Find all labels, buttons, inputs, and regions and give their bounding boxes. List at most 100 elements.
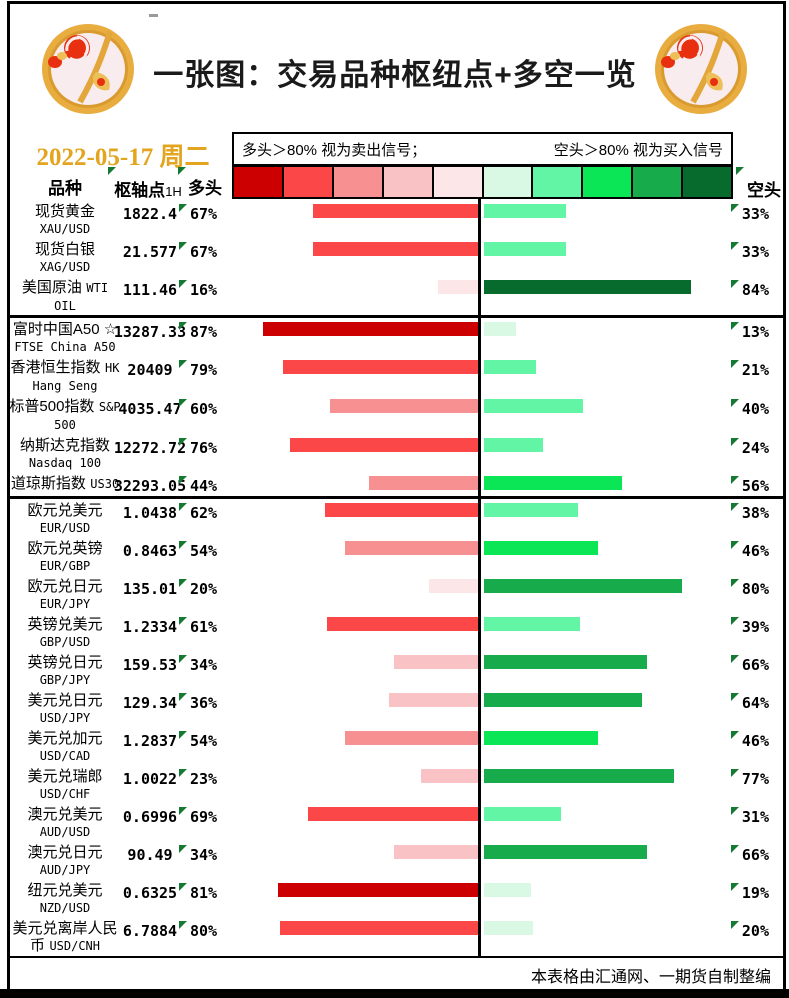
long-percent-cell: 20% — [179, 575, 231, 613]
corner-marker-icon — [730, 579, 739, 587]
short-bar — [484, 541, 598, 555]
long-bar — [369, 476, 478, 490]
corner-marker-icon — [736, 167, 744, 175]
short-bar-track — [481, 613, 731, 651]
table-row: 标普500指数 S&P 500 4035.47 60% 40% — [9, 395, 783, 434]
corner-marker-icon — [730, 617, 739, 625]
long-bar — [394, 655, 478, 669]
short-percent-cell: 19% — [730, 879, 783, 917]
corner-marker-icon — [730, 280, 739, 288]
long-percent: 60% — [190, 400, 218, 418]
instrument-name: 道琼斯指数 — [10, 475, 86, 492]
instrument-code: USD/CNH — [49, 939, 101, 953]
short-bar — [484, 693, 642, 707]
instrument-code: AUD/USD — [39, 825, 91, 839]
instrument-name: 香港恒生指数 — [10, 359, 101, 376]
long-percent-cell: 60% — [179, 395, 231, 434]
long-percent-cell: 67% — [179, 238, 231, 276]
scale-swatch — [431, 167, 482, 197]
long-percent-cell: 44% — [179, 472, 231, 496]
corner-marker-icon — [179, 617, 187, 625]
short-percent: 40% — [741, 400, 769, 418]
corner-marker-icon — [179, 845, 187, 853]
instrument-code: S&P 500 — [54, 400, 121, 432]
long-bar — [308, 807, 478, 821]
instrument-code: EUR/USD — [39, 521, 91, 535]
long-percent-cell: 79% — [179, 356, 231, 395]
table-row: 澳元兑美元 AUD/USD 0.6996 69% 31% — [9, 803, 783, 841]
instrument-name-cell: 现货黄金 XAU/USD — [9, 200, 121, 238]
corner-marker-icon — [179, 883, 187, 891]
scale-swatch — [331, 167, 382, 197]
scale-swatch — [234, 167, 282, 197]
long-bar — [345, 541, 478, 555]
short-bar — [484, 204, 566, 218]
short-bar — [484, 731, 598, 745]
long-bar — [327, 617, 478, 631]
instrument-code: GBP/JPY — [39, 673, 91, 687]
short-bar-track — [481, 499, 731, 537]
table-row: 现货黄金 XAU/USD 1822.4 67% 33% — [9, 200, 783, 238]
instrument-code: FTSE China A50 — [14, 340, 116, 354]
scale-swatch — [631, 167, 682, 197]
short-bar — [484, 655, 647, 669]
legend-short-note: 空头＞80% 视为买入信号 — [553, 141, 723, 159]
long-bar-track — [231, 613, 478, 651]
short-bar — [484, 280, 691, 294]
short-percent: 64% — [741, 694, 769, 712]
instrument-name-cell: 富时中国A50 ☆ FTSE China A50 — [9, 318, 121, 356]
short-percent: 39% — [741, 618, 769, 636]
long-percent-cell: 67% — [179, 200, 231, 238]
long-percent-cell: 76% — [179, 434, 231, 472]
signal-legend: 多头＞80% 视为卖出信号； 空头＞80% 视为买入信号 — [232, 132, 733, 166]
corner-marker-icon — [730, 503, 739, 511]
long-percent-cell: 16% — [179, 276, 231, 315]
short-bar — [484, 476, 622, 490]
corner-marker-icon — [179, 769, 187, 777]
short-percent-cell: 64% — [730, 689, 783, 727]
corner-marker-icon — [179, 655, 187, 663]
corner-marker-icon — [730, 204, 739, 212]
long-bar — [283, 360, 478, 374]
corner-marker-icon — [179, 322, 187, 330]
long-bar-track — [231, 472, 478, 496]
corner-marker-icon — [179, 360, 187, 368]
gold-coin-icon — [42, 24, 134, 114]
short-bar-track — [481, 537, 731, 575]
table-row: 欧元兑日元 EUR/JPY 135.01 20% 80% — [9, 575, 783, 613]
instrument-name: 富时中国A50 ☆ — [12, 321, 118, 338]
instrument-name: 欧元兑美元 — [27, 502, 103, 519]
pivot-value: 1.2334 — [122, 618, 178, 636]
pivot-value: 0.6325 — [122, 884, 178, 902]
table-row: 美元兑日元 USD/JPY 129.34 36% 64% — [9, 689, 783, 727]
stray-dash-mark — [149, 14, 158, 17]
instrument-name-cell: 美元兑日元 USD/JPY — [9, 689, 121, 727]
short-bar — [484, 503, 578, 517]
table-row: 英镑兑美元 GBP/USD 1.2334 61% 39% — [9, 613, 783, 651]
long-bar — [313, 204, 478, 218]
instrument-table: 现货黄金 XAU/USD 1822.4 67% 33% 现货白银 XAG/USD… — [9, 200, 783, 955]
corner-marker-icon — [179, 807, 187, 815]
instrument-name: 标普500指数 — [9, 398, 95, 415]
instrument-code: GBP/USD — [39, 635, 91, 649]
gold-coin-icon — [655, 24, 747, 114]
long-percent: 62% — [190, 504, 218, 522]
short-bar-track — [481, 434, 731, 472]
long-bar-track — [231, 803, 478, 841]
long-bar-track — [231, 318, 478, 356]
corner-marker-icon — [179, 731, 187, 739]
pivot-value: 129.34 — [122, 694, 178, 712]
long-bar — [389, 693, 478, 707]
instrument-name: 欧元兑英镑 — [27, 540, 103, 557]
column-header-short: 空头 — [747, 181, 781, 200]
instrument-code: HK Hang Seng — [32, 361, 120, 393]
instrument-name: 美元兑离岸人民币 — [12, 920, 118, 954]
short-percent-cell: 33% — [730, 238, 783, 276]
short-bar — [484, 845, 647, 859]
long-percent: 81% — [190, 884, 218, 902]
corner-marker-icon — [179, 693, 187, 701]
short-percent-cell: 66% — [730, 651, 783, 689]
corner-marker-icon — [730, 242, 739, 250]
long-bar — [394, 845, 478, 859]
